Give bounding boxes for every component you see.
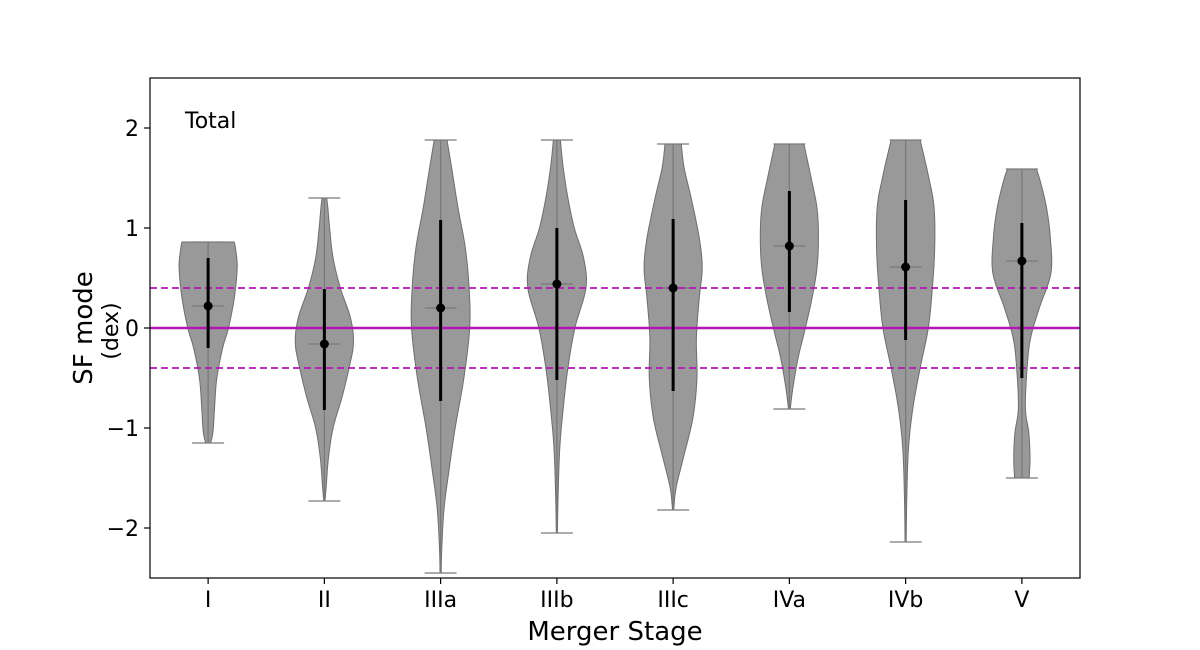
median-point-IVb bbox=[901, 262, 911, 272]
y-tick-label: −1 bbox=[107, 417, 139, 442]
y-tick-label: −2 bbox=[107, 517, 139, 542]
errorbars-layer bbox=[203, 191, 1027, 410]
median-point-IIIb bbox=[552, 279, 562, 289]
median-point-IIIc bbox=[668, 283, 678, 293]
x-tick-label: IVb bbox=[888, 588, 924, 613]
median-point-II bbox=[319, 339, 329, 349]
y-tick-label: 0 bbox=[125, 317, 139, 342]
y-tick-label: 2 bbox=[125, 117, 139, 142]
x-axis: I II IIIa IIIb IIIc IVa IVb V bbox=[205, 578, 1029, 613]
y-axis: −2 −1 0 1 2 bbox=[107, 117, 150, 542]
median-point-IIIa bbox=[436, 303, 446, 313]
median-point-V bbox=[1017, 256, 1027, 266]
y-tick-label: 1 bbox=[125, 217, 139, 242]
violins-layer bbox=[178, 139, 1053, 574]
y-axis-unit: (dex) bbox=[99, 302, 124, 359]
x-tick-label: IVa bbox=[773, 588, 806, 613]
x-tick-label: IIIb bbox=[540, 588, 573, 613]
x-tick-label: IIIa bbox=[424, 588, 457, 613]
x-tick-label: IIIc bbox=[657, 588, 689, 613]
reference-lines-layer bbox=[150, 287, 1080, 369]
x-tick-label: I bbox=[205, 588, 212, 613]
median-point-IVa bbox=[784, 241, 794, 251]
x-tick-label: II bbox=[318, 588, 331, 613]
panel-label: Total bbox=[184, 109, 236, 134]
median-point-I bbox=[203, 301, 213, 311]
x-axis-title: Merger Stage bbox=[527, 617, 702, 647]
x-tick-label: V bbox=[1014, 588, 1029, 613]
y-axis-title: SF mode bbox=[69, 271, 99, 384]
